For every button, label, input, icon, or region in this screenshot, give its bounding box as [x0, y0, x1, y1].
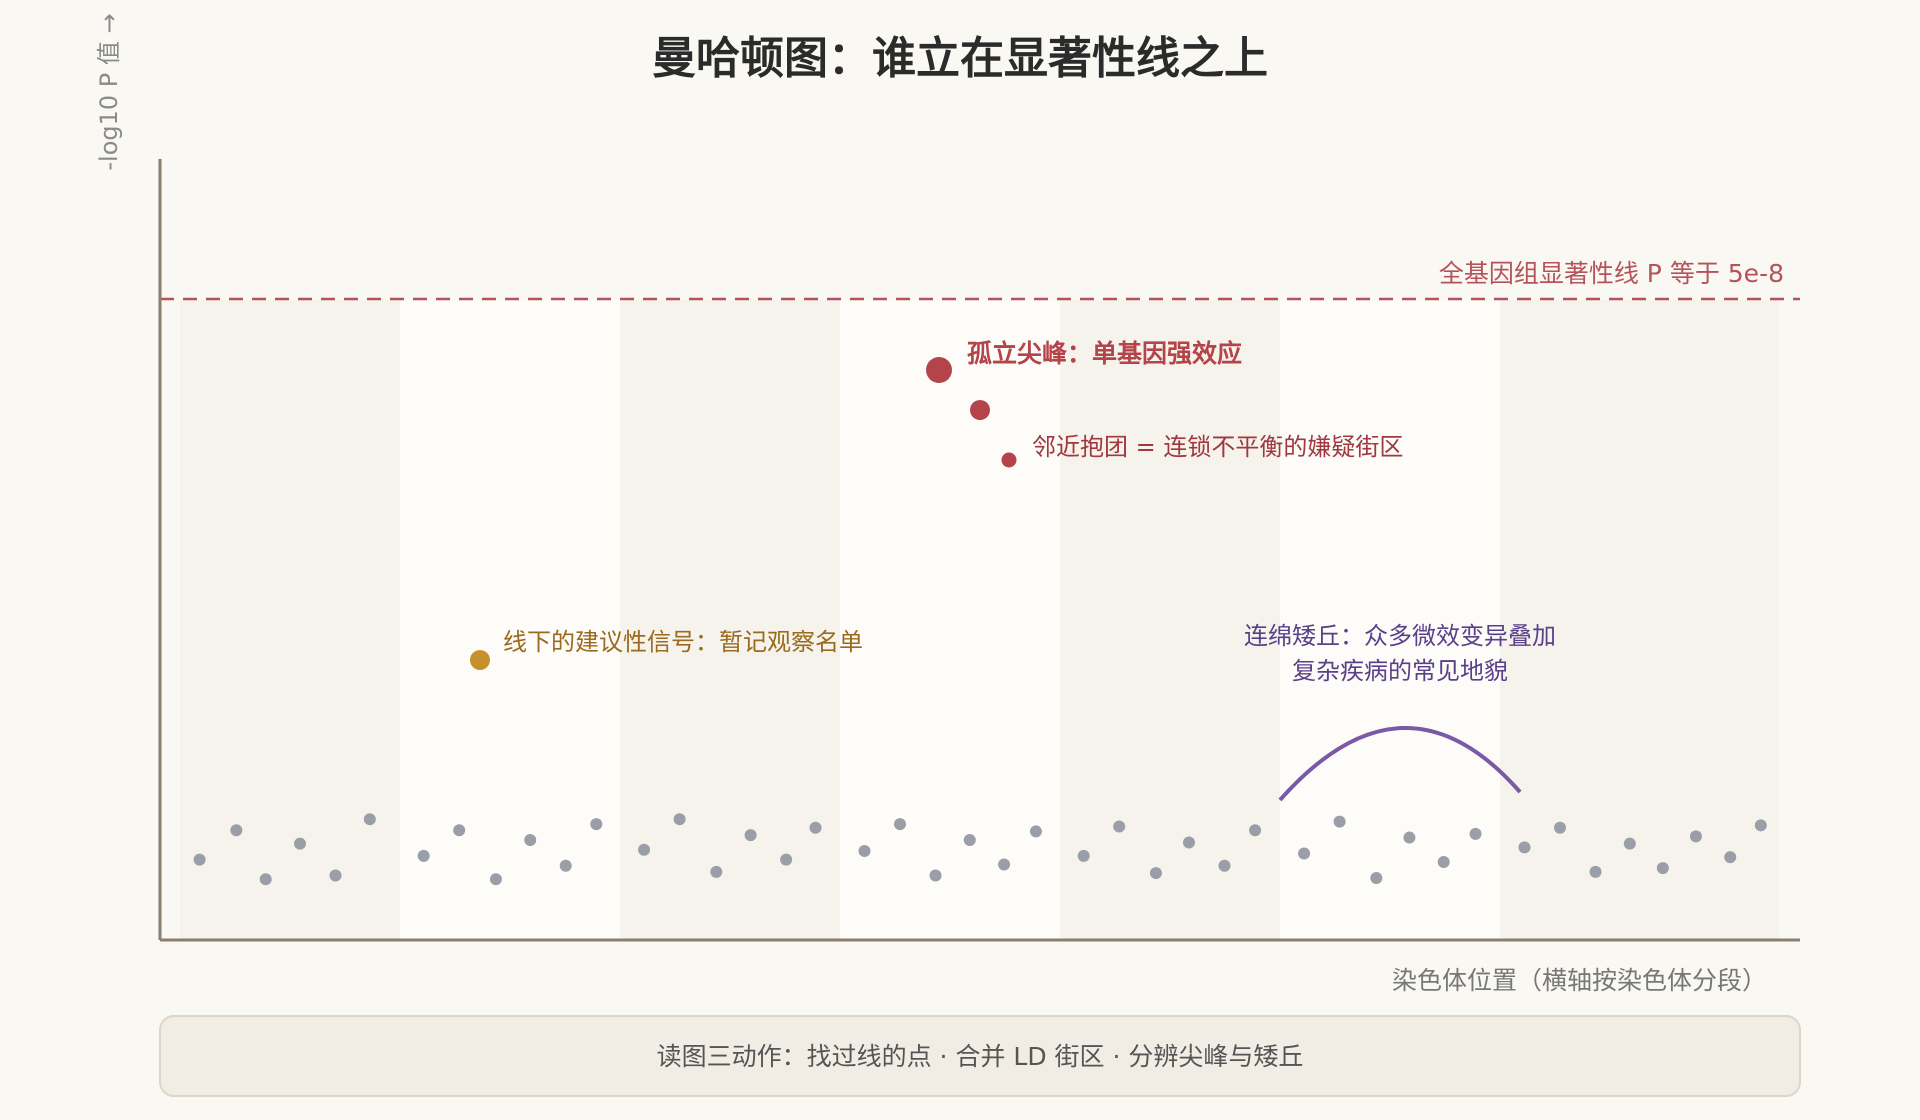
snp-point: [1113, 820, 1126, 833]
snp-point: [489, 873, 502, 886]
peak-point: [926, 357, 952, 383]
snp-point: [1298, 847, 1311, 860]
background-points: [193, 813, 1767, 886]
snp-point: [1370, 871, 1383, 884]
snp-point: [1029, 825, 1042, 838]
chart-title: 曼哈顿图：谁立在显著性线之上: [652, 33, 1268, 84]
y-axis-label: -log10 P 值 →: [95, 13, 123, 170]
snp-point: [929, 869, 942, 882]
hill-annotation: 连绵矮丘：众多微效变异叠加: [1244, 622, 1556, 650]
snp-point: [963, 834, 976, 847]
snp-point: [1333, 815, 1346, 828]
chromosome-band: [400, 300, 620, 940]
snp-point: [417, 849, 430, 862]
snp-point: [590, 818, 603, 831]
chromosome-band: [840, 300, 1060, 940]
snp-point: [1518, 841, 1531, 854]
snp-point: [1149, 867, 1162, 880]
snp-point: [329, 869, 342, 882]
snp-point: [858, 845, 871, 858]
snp-point: [998, 858, 1011, 871]
snp-point: [453, 824, 466, 837]
snp-point: [1249, 824, 1262, 837]
peak-point: [970, 400, 990, 420]
hill-annotation: 复杂疾病的常见地貌: [1292, 657, 1508, 685]
hill-arc: [1278, 726, 1522, 802]
chromosome-band: [1060, 300, 1280, 940]
peak-annotation: 孤立尖峰：单基因强效应: [967, 339, 1242, 368]
snp-point: [1403, 831, 1416, 844]
snp-point: [809, 821, 822, 834]
snp-point: [193, 853, 206, 866]
snp-point: [638, 843, 651, 856]
x-axis-label: 染色体位置（横轴按染色体分段）: [1392, 966, 1767, 995]
snp-point: [1656, 862, 1669, 875]
snp-point: [1077, 849, 1090, 862]
snp-point: [1589, 865, 1602, 878]
snp-point: [1754, 819, 1767, 832]
suggestive-annotation: 线下的建议性信号：暂记观察名单: [503, 628, 863, 656]
snp-point: [894, 818, 907, 831]
snp-point: [744, 829, 757, 842]
threshold-label: 全基因组显著性线 P 等于 5e-8: [1439, 259, 1784, 288]
snp-point: [1724, 851, 1737, 864]
snp-point: [1218, 859, 1231, 872]
snp-point: [673, 813, 686, 826]
snp-point: [1437, 856, 1450, 869]
chromosome-band: [1500, 300, 1779, 940]
chromosome-band: [1280, 300, 1500, 940]
chromosome-band: [620, 300, 840, 940]
snp-point: [1689, 830, 1702, 843]
footer-text: 读图三动作：找过线的点 · 合并 LD 街区 · 分辨尖峰与矮丘: [657, 1042, 1304, 1071]
chromosome-bands: [180, 300, 1779, 940]
snp-point: [1182, 836, 1195, 849]
snp-point: [259, 873, 272, 886]
suggestive-point: [470, 650, 490, 670]
peak-point: [1001, 452, 1017, 468]
snp-point: [1623, 837, 1636, 850]
chromosome-band: [180, 300, 400, 940]
footer-box: [159, 1015, 1801, 1097]
snp-point: [1554, 821, 1567, 834]
snp-point: [524, 834, 537, 847]
snp-point: [294, 837, 307, 850]
snp-point: [559, 859, 572, 872]
snp-point: [1469, 827, 1482, 840]
snp-point: [710, 865, 723, 878]
cluster-annotation: 邻近抱团 = 连锁不平衡的嫌疑街区: [1032, 433, 1403, 461]
snp-point: [780, 853, 793, 866]
snp-point: [230, 824, 243, 837]
snp-point: [363, 813, 376, 826]
